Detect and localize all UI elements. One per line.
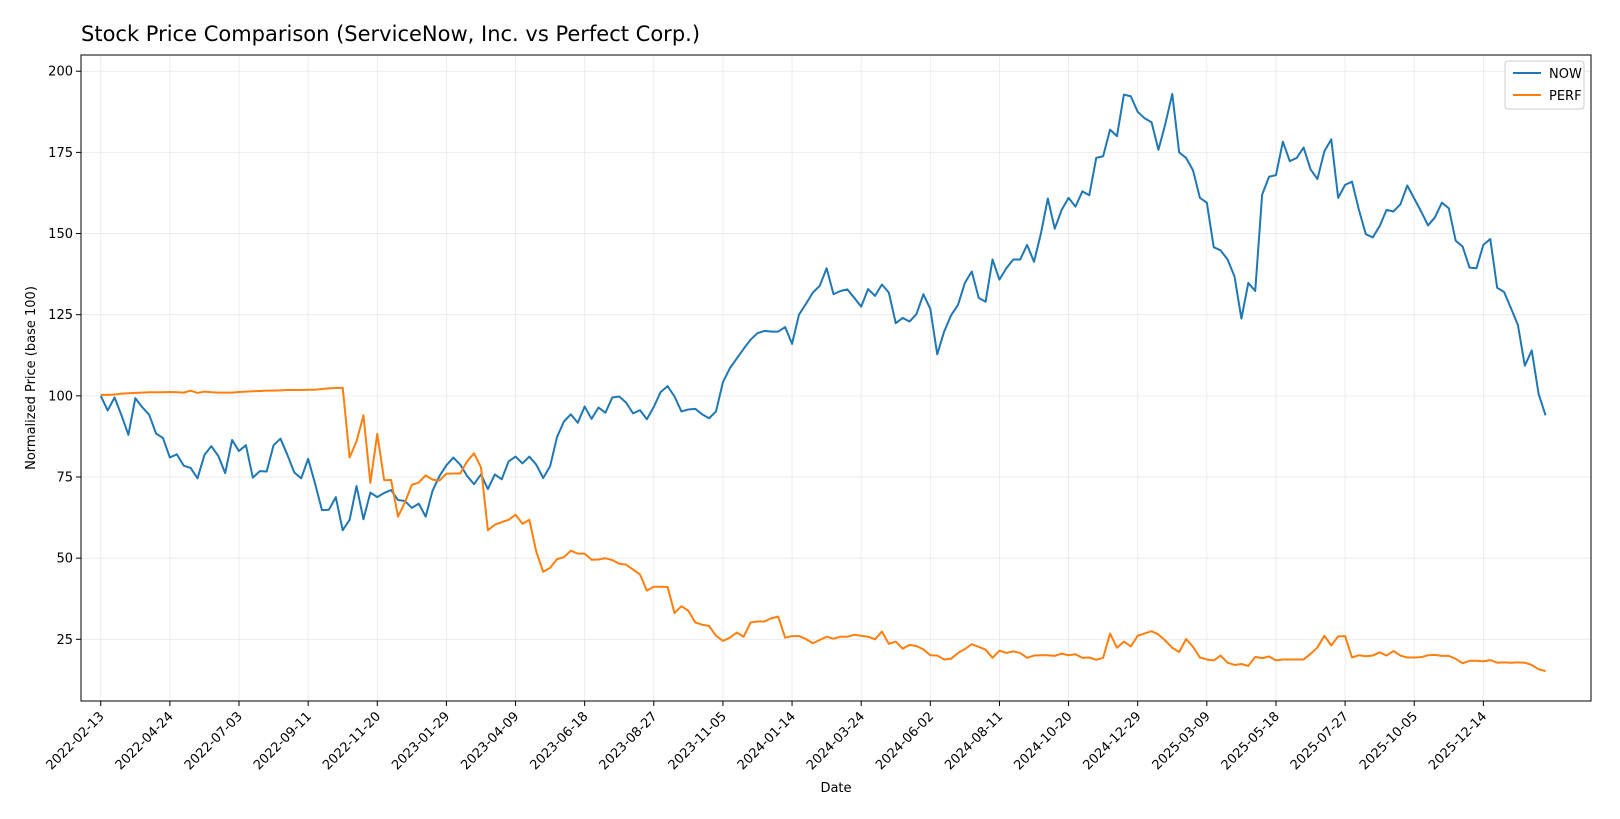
legend-label-perf: PERF	[1549, 89, 1582, 104]
y-tick-label: 125	[48, 308, 73, 323]
plot-frame	[80, 54, 1592, 702]
grid-lines	[81, 55, 1591, 701]
y-axis-label: Normalized Price (base 100)	[24, 286, 39, 470]
y-tick-label: 200	[48, 65, 73, 80]
chart-title: Stock Price Comparison (ServiceNow, Inc.…	[81, 22, 700, 46]
legend: NOW PERF	[1504, 60, 1585, 110]
y-tick-label: 50	[56, 552, 73, 567]
series-line-now	[99, 92, 1547, 532]
series-layer	[99, 92, 1547, 673]
series-line-perf	[100, 386, 1546, 673]
y-tick-label: 75	[56, 471, 73, 486]
y-tick-label: 25	[56, 633, 73, 648]
x-axis-label: Date	[820, 781, 851, 796]
y-tick-label: 150	[48, 227, 73, 242]
y-tick-label: 175	[48, 146, 73, 161]
y-axis: 25 50 75 100 125 150 175 200	[48, 65, 81, 648]
y-tick-label: 100	[48, 389, 73, 404]
legend-label-now: NOW	[1549, 67, 1582, 82]
